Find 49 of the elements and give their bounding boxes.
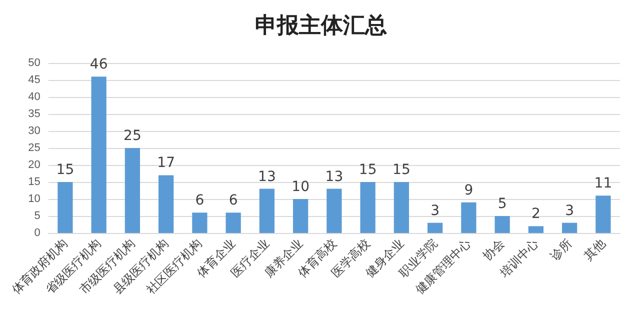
data-label: 10: [292, 179, 310, 195]
y-tick-label: 15: [28, 176, 40, 188]
data-label: 11: [594, 176, 612, 192]
bar: [596, 196, 611, 233]
bar: [124, 148, 140, 233]
data-label: 13: [325, 168, 344, 185]
data-label: 5: [498, 196, 507, 212]
bar: [226, 212, 241, 233]
y-tick-label: 5: [34, 210, 40, 222]
bar: [461, 202, 476, 233]
bar: [394, 182, 410, 233]
bar: [528, 226, 544, 233]
bar: [58, 182, 73, 233]
data-label: 9: [464, 182, 474, 198]
data-label: 3: [565, 202, 574, 219]
data-label: 6: [195, 192, 204, 209]
y-tick-label: 45: [28, 74, 40, 86]
y-tick-label: 20: [28, 159, 40, 171]
chart-title: 申报主体汇总: [255, 12, 387, 38]
data-label: 25: [124, 128, 142, 144]
y-tick-label: 35: [28, 108, 40, 120]
bar: [494, 216, 510, 233]
bar: [326, 188, 342, 233]
bar: [158, 175, 174, 233]
y-tick-label: 0: [34, 227, 40, 239]
bar: [91, 76, 106, 233]
bar: [360, 182, 376, 233]
y-tick-label: 10: [28, 193, 40, 205]
bar: [428, 222, 443, 233]
x-tick-label: 协会: [480, 236, 508, 263]
data-label: 13: [258, 168, 276, 185]
data-label: 6: [228, 192, 238, 209]
data-label: 2: [531, 206, 540, 222]
x-tick-label: 诊所: [548, 236, 575, 263]
data-label: 3: [430, 202, 440, 219]
bar: [562, 222, 578, 233]
bar: [259, 188, 275, 233]
bar: [293, 199, 308, 233]
data-label: 15: [56, 162, 74, 178]
x-tick-label: 其他: [581, 236, 608, 263]
y-tick-label: 25: [28, 142, 40, 154]
y-tick-label: 30: [28, 125, 40, 137]
data-label: 17: [157, 155, 175, 172]
data-label: 15: [358, 162, 377, 178]
y-tick-label: 50: [28, 57, 40, 69]
data-label: 46: [90, 56, 108, 73]
y-tick-label: 40: [28, 91, 40, 103]
bar: [192, 212, 208, 233]
data-label: 15: [392, 162, 410, 178]
